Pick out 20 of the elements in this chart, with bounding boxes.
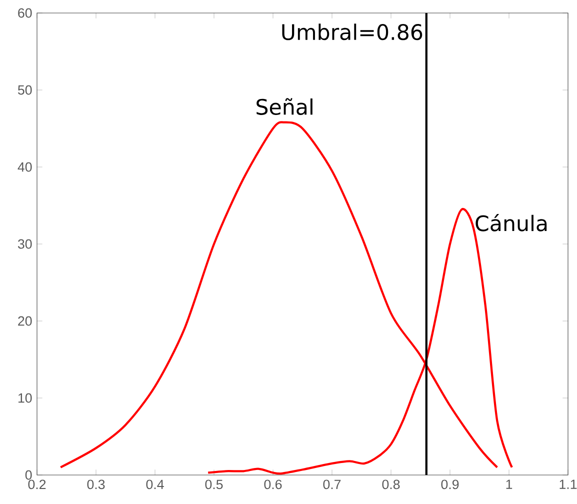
y-tick-label: 10 bbox=[18, 393, 32, 403]
series-label: Cánula bbox=[476, 214, 547, 232]
x-tick-label: 0.8 bbox=[382, 480, 400, 490]
x-tick-label: 0.2 bbox=[28, 480, 46, 490]
y-tick-label: 0 bbox=[25, 470, 32, 480]
x-tick-label: 1.1 bbox=[560, 480, 577, 489]
y-tick-label: 30 bbox=[18, 239, 32, 249]
x-tick-label: 0.5 bbox=[205, 480, 223, 490]
y-tick-label: 60 bbox=[18, 8, 32, 18]
y-tick-label: 50 bbox=[18, 85, 32, 95]
x-tick-label: 0.7 bbox=[323, 480, 341, 490]
x-tick-label: 1 bbox=[506, 480, 512, 489]
ref-line-label: Umbral=0.86 bbox=[282, 24, 422, 40]
y-tick-label: 20 bbox=[18, 316, 32, 326]
y-tick-label: 40 bbox=[18, 162, 32, 172]
x-tick-label: 0.9 bbox=[441, 480, 459, 490]
series-label: Señal bbox=[256, 98, 312, 115]
x-tick-label: 0.3 bbox=[87, 480, 105, 490]
x-tick-label: 0.6 bbox=[264, 480, 282, 490]
x-tick-label: 0.4 bbox=[146, 480, 164, 490]
